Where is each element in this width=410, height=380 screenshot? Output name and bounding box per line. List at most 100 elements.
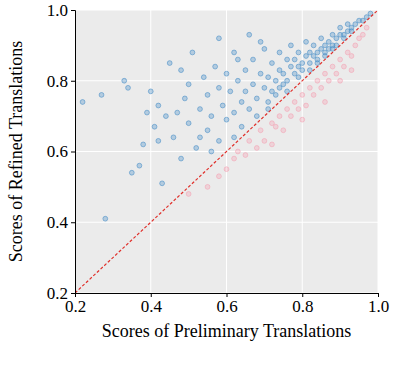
tick-label: 0.4 — [47, 213, 69, 232]
point — [232, 110, 237, 115]
point — [273, 78, 278, 83]
point — [201, 75, 206, 80]
point — [224, 167, 229, 172]
point — [281, 82, 286, 87]
point — [330, 32, 335, 37]
point — [194, 146, 199, 151]
point — [122, 78, 127, 83]
point — [300, 61, 305, 66]
point — [213, 64, 218, 69]
tick-label: 0.6 — [47, 142, 68, 161]
reference-line — [75, 10, 378, 293]
point — [270, 89, 275, 94]
x-axis: 0.20.40.60.81.0 — [65, 293, 389, 316]
point — [277, 68, 282, 73]
point — [99, 93, 104, 98]
point — [258, 71, 263, 76]
point — [179, 156, 184, 161]
point — [277, 50, 282, 55]
point — [315, 50, 320, 55]
point — [311, 54, 316, 59]
point — [190, 50, 195, 55]
point — [247, 32, 252, 37]
tick: 0.2 — [47, 284, 75, 303]
point — [80, 100, 85, 105]
point — [243, 89, 248, 94]
point — [292, 71, 297, 76]
point — [360, 32, 365, 37]
point — [288, 43, 293, 48]
point — [334, 71, 339, 76]
point — [235, 57, 240, 62]
point — [145, 110, 150, 115]
point — [338, 57, 343, 62]
point — [103, 216, 108, 221]
tick-label: 0.8 — [292, 297, 313, 316]
point — [235, 78, 240, 83]
x-axis-title: Scores of Preliminary Translations — [102, 321, 352, 341]
point — [167, 61, 172, 66]
point — [217, 174, 222, 179]
point — [307, 50, 312, 55]
point — [273, 93, 278, 98]
point — [323, 43, 328, 48]
point — [300, 68, 305, 73]
point — [217, 36, 222, 41]
tick: 0.8 — [47, 72, 75, 91]
point — [209, 149, 214, 154]
point — [262, 138, 267, 143]
point — [300, 117, 305, 122]
point — [186, 82, 191, 87]
point — [296, 64, 301, 69]
point — [334, 36, 339, 41]
point — [243, 153, 248, 158]
point — [126, 85, 131, 90]
point — [349, 54, 354, 59]
point — [266, 100, 271, 105]
point — [175, 110, 180, 115]
marks — [75, 10, 378, 293]
point — [270, 61, 275, 66]
point — [262, 85, 267, 90]
point — [345, 22, 350, 27]
point — [152, 124, 157, 129]
y-axis-title: Scores of Refined Translations — [6, 41, 26, 262]
point — [205, 184, 210, 189]
tick-label: 0.2 — [65, 297, 86, 316]
tick-label: 0.4 — [141, 297, 163, 316]
point — [232, 50, 237, 55]
point — [247, 138, 252, 143]
tick-mark — [71, 10, 75, 11]
chart: 0.20.40.60.81.00.20.40.60.81.0Scores of … — [0, 0, 410, 380]
point — [156, 103, 161, 108]
point — [319, 47, 324, 52]
point — [323, 100, 328, 105]
point — [304, 103, 309, 108]
point — [296, 75, 301, 80]
tick: 0.6 — [47, 142, 75, 161]
point — [349, 68, 354, 73]
point — [273, 124, 278, 129]
scatter-series — [186, 25, 369, 196]
point — [304, 54, 309, 59]
point — [315, 61, 320, 66]
point — [160, 181, 165, 186]
point — [307, 68, 312, 73]
point — [307, 61, 312, 66]
point — [281, 71, 286, 76]
point — [323, 54, 328, 59]
point — [129, 170, 134, 175]
point — [326, 78, 331, 83]
point — [164, 114, 169, 119]
point — [315, 78, 320, 83]
point — [311, 43, 316, 48]
point — [217, 85, 222, 90]
point — [239, 124, 244, 129]
point — [319, 36, 324, 41]
point — [270, 121, 275, 126]
point — [338, 25, 343, 30]
point — [292, 100, 297, 105]
tick-label: 0.6 — [216, 297, 237, 316]
point — [285, 57, 290, 62]
point — [205, 93, 210, 98]
